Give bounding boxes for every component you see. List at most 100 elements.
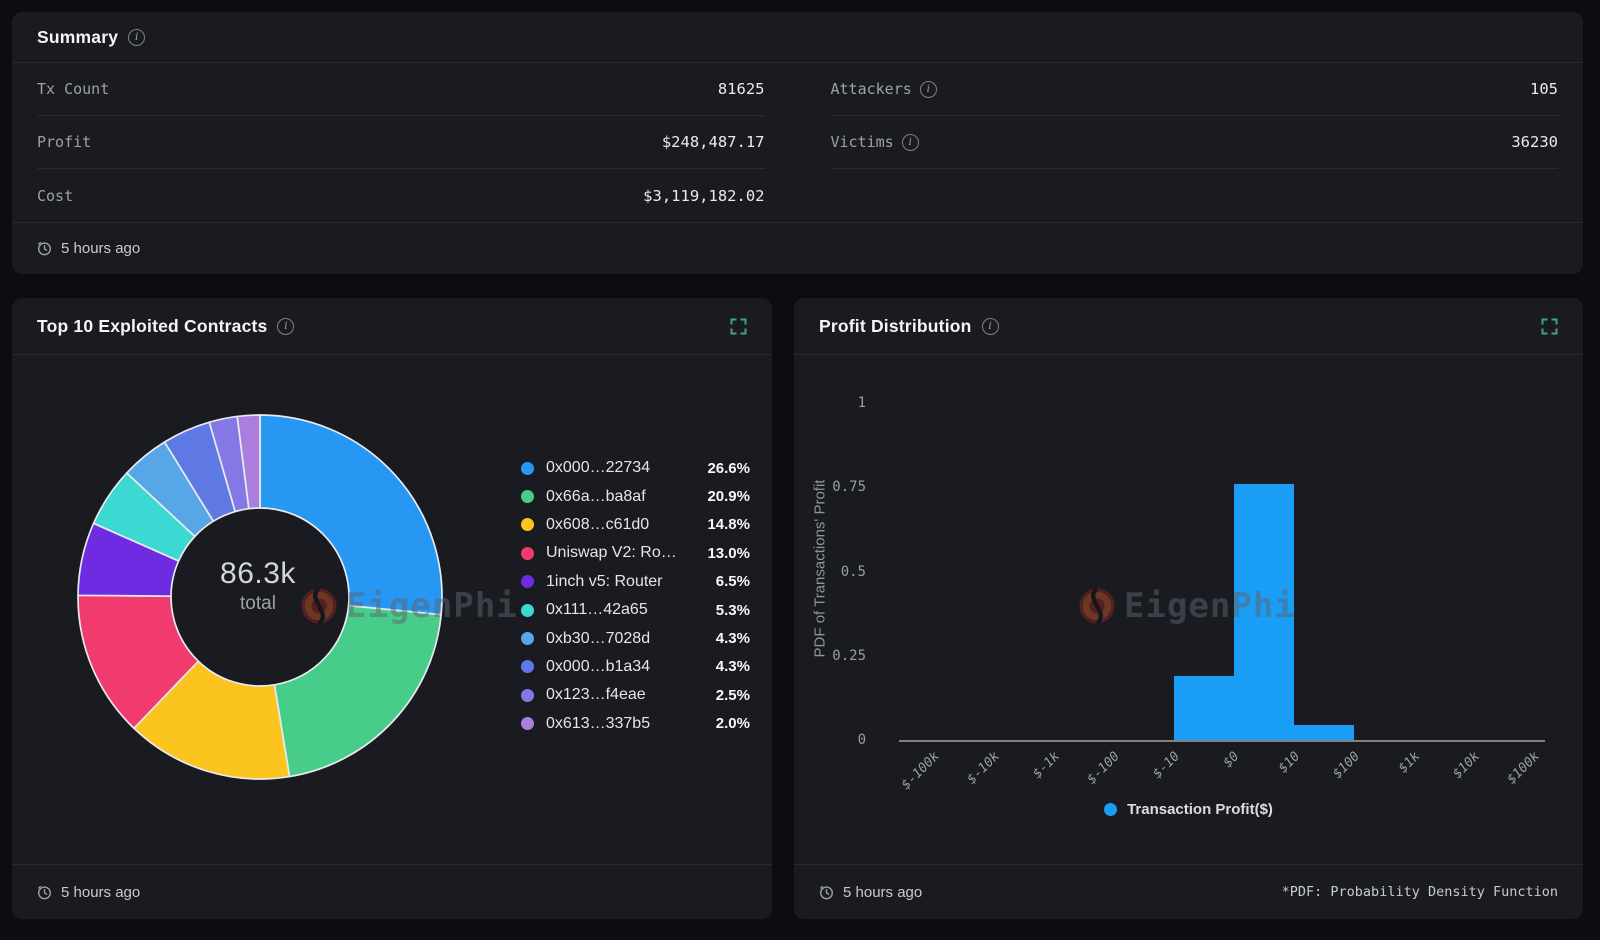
histogram-bar[interactable]: [1234, 483, 1294, 740]
info-icon[interactable]: i: [981, 317, 999, 335]
legend-percent: 6.5%: [715, 573, 750, 591]
legend-label: 0x613…337b5: [546, 714, 651, 732]
histogram-bar[interactable]: [1174, 675, 1234, 740]
profit-value: $248,487.17: [661, 133, 765, 151]
legend-item[interactable]: 0xb30…7028d 4.3%: [521, 624, 750, 652]
info-icon[interactable]: i: [901, 133, 919, 151]
y-tick-label: 0.25: [832, 647, 866, 664]
donut-slice[interactable]: [259, 414, 443, 616]
profit-footer: 5 hours ago *PDF: Probability Density Fu…: [794, 864, 1583, 919]
legend-item[interactable]: 1inch v5: Router 6.5%: [521, 568, 750, 596]
x-tick-label: $100k: [1504, 749, 1543, 788]
exploited-contracts-panel: Top 10 Exploited Contracts i 86.3k total…: [12, 298, 772, 919]
attackers-value: 105: [1530, 80, 1558, 98]
legend-dot-icon: [521, 490, 534, 504]
summary-row-tx-count: Tx Count 81625: [37, 63, 765, 116]
histogram-legend: Transaction Profit($): [794, 801, 1583, 818]
donut-slice[interactable]: [273, 604, 442, 778]
summary-body: Tx Count 81625 Profit $248,487.17 Cost $…: [12, 63, 1583, 222]
legend-item[interactable]: 0x66a…ba8af 20.9%: [521, 482, 750, 510]
info-icon[interactable]: i: [277, 317, 295, 335]
legend-item[interactable]: 0x608…c61d0 14.8%: [521, 511, 750, 539]
expand-icon[interactable]: [1541, 318, 1558, 335]
legend-percent: 26.6%: [707, 459, 750, 477]
legend-percent: 2.0%: [715, 715, 750, 733]
hist-bars: [794, 355, 1583, 740]
profit-title: Profit Distribution: [819, 315, 972, 336]
tx-count-label: Tx Count: [37, 80, 110, 98]
summary-panel: Summary i Tx Count 81625 Profit $248,487…: [12, 12, 1583, 274]
legend-label: 0x123…f4eae: [546, 686, 646, 704]
y-tick-label: 0.75: [832, 479, 866, 496]
profit-header: Profit Distribution i: [794, 298, 1583, 355]
summary-column-left: Tx Count 81625 Profit $248,487.17 Cost $…: [37, 63, 765, 222]
y-tick-label: 0.5: [840, 563, 866, 580]
legend-item[interactable]: 0x613…337b5 2.0%: [521, 710, 750, 738]
legend-label: 0x000…b1a34: [546, 657, 651, 675]
legend-percent: 5.3%: [715, 601, 750, 619]
legend-label: 1inch v5: Router: [546, 572, 663, 590]
legend-percent: 4.3%: [715, 658, 750, 676]
legend-label: 0x66a…ba8af: [546, 487, 646, 505]
clock-icon: [819, 885, 834, 899]
contracts-footer: 5 hours ago: [12, 864, 772, 919]
legend-item[interactable]: 0x000…b1a34 4.3%: [521, 653, 750, 681]
legend-dot-icon: [521, 717, 534, 731]
summary-row-attackers: Attackers i 105: [830, 63, 1558, 116]
contracts-updated: 5 hours ago: [61, 883, 141, 901]
x-tick-label: $10k: [1449, 749, 1483, 782]
legend-label: 0x111…42a65: [546, 601, 648, 619]
x-tick-label: $0: [1220, 749, 1243, 771]
summary-column-right: Attackers i 105 Victims i 36230: [830, 63, 1558, 222]
attackers-label: Attackers i: [831, 80, 937, 98]
legend-dot-icon: [521, 461, 534, 475]
summary-header: Summary i: [12, 12, 1583, 63]
contracts-header: Top 10 Exploited Contracts i: [12, 298, 772, 355]
legend-label: 0x608…c61d0: [546, 515, 650, 533]
x-tick-label: $100: [1329, 749, 1363, 782]
clock-icon: [37, 241, 52, 256]
pdf-footnote: *PDF: Probability Density Function: [1281, 884, 1558, 900]
x-tick-label: $-100k: [898, 749, 943, 793]
y-tick-label: 1: [857, 395, 866, 411]
legend-label: Uniswap V2: Ro…: [546, 544, 677, 562]
donut-legend: 0x000…22734 26.6% 0x66a…ba8af 20.9% 0x608…c6…: [521, 454, 750, 738]
donut-slice[interactable]: [236, 414, 261, 510]
legend-item[interactable]: 0x123…f4eae 2.5%: [521, 681, 750, 709]
legend-dot-icon: [1104, 803, 1118, 816]
legend-item[interactable]: Uniswap V2: Ro… 13.0%: [521, 539, 750, 567]
expand-icon[interactable]: [730, 318, 747, 335]
legend-dot-icon: [521, 660, 534, 674]
legend-dot-icon: [521, 632, 534, 646]
x-tick-label: $10: [1275, 749, 1303, 777]
x-tick-label: $-100: [1084, 749, 1123, 788]
legend-percent: 13.0%: [707, 544, 750, 562]
summary-row-profit: Profit $248,487.17: [37, 116, 765, 169]
summary-row-victims: Victims i 36230: [830, 116, 1558, 169]
x-tick-label: $-10: [1149, 749, 1183, 782]
tx-count-value: 81625: [717, 80, 765, 98]
legend-item[interactable]: 0x000…22734 26.6%: [521, 454, 750, 482]
legend-item[interactable]: 0x111…42a65 5.3%: [521, 596, 750, 624]
legend-dot-icon: [521, 575, 534, 589]
histogram-legend-label[interactable]: Transaction Profit($): [1127, 801, 1273, 818]
summary-updated: 5 hours ago: [61, 240, 141, 257]
x-tick-label: $-10k: [964, 749, 1003, 788]
profit-updated: 5 hours ago: [843, 883, 923, 901]
histogram-chart-area: PDF of Transactions' Profit 0 0.25 0.5 0.75…: [794, 355, 1583, 864]
victims-label: Victims i: [831, 133, 919, 151]
info-icon[interactable]: i: [128, 28, 146, 46]
summary-row-cost: Cost $3,119,182.02: [37, 169, 765, 222]
legend-percent: 2.5%: [715, 686, 750, 704]
summary-footer: 5 hours ago: [12, 222, 1583, 274]
victims-value: 36230: [1511, 133, 1558, 151]
donut-slice[interactable]: [133, 660, 291, 780]
info-icon[interactable]: i: [919, 80, 937, 98]
legend-percent: 4.3%: [715, 630, 750, 648]
donut-chart: [77, 414, 443, 780]
histogram-bar[interactable]: [1294, 724, 1354, 740]
donut-chart-area: 86.3k total EigenPhi 0x000…22734 26.6% 0x6…: [12, 355, 772, 864]
legend-dot-icon: [521, 518, 534, 532]
cost-label: Cost: [37, 186, 74, 205]
profit-distribution-panel: Profit Distribution i PDF of Transaction…: [794, 298, 1583, 919]
